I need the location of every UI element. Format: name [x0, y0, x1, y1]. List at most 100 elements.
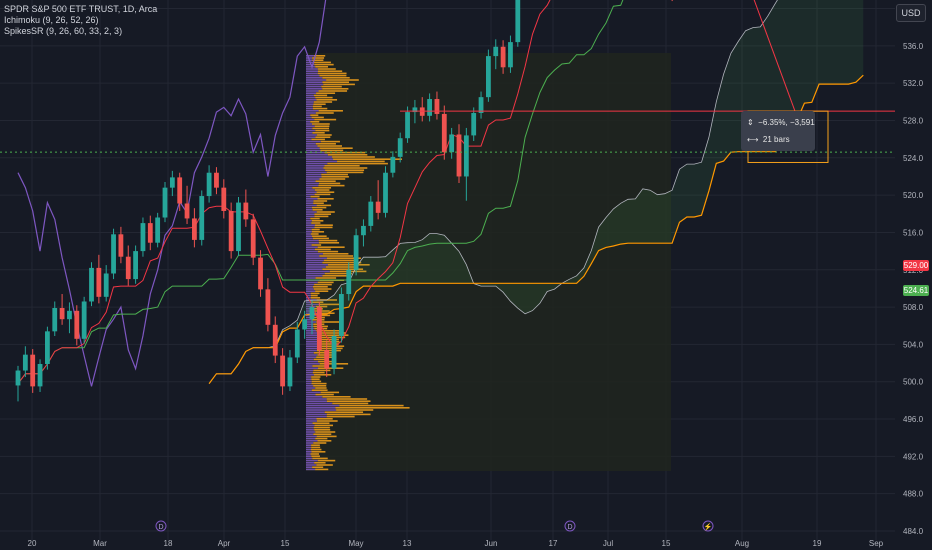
candle-body: [486, 56, 491, 98]
profile-bar-up: [306, 213, 315, 215]
x-tick-label: Apr: [218, 539, 231, 548]
profile-bar-down: [313, 288, 332, 290]
candle-body: [59, 308, 65, 320]
profile-bar-down: [318, 303, 343, 306]
projection-line: [753, 0, 796, 112]
profile-bar-up: [306, 116, 312, 119]
profile-bar-up: [306, 231, 312, 233]
profile-bar-up: [306, 283, 315, 286]
profile-bar-up: [306, 380, 312, 383]
profile-bar-up: [306, 55, 314, 57]
spikessr-indicator-label[interactable]: SpikesSR (9, 26, 60, 33, 2, 3): [4, 26, 123, 36]
profile-bar-up: [306, 246, 318, 248]
profile-bar-down: [312, 127, 330, 130]
profile-bar-up: [306, 356, 317, 358]
ichimoku-indicator-label[interactable]: Ichimoku (9, 26, 52, 26): [4, 15, 99, 25]
profile-bar-down: [315, 393, 334, 396]
candle-body: [375, 201, 381, 213]
profile-bar-up: [306, 327, 315, 330]
profile-bar-down: [312, 132, 325, 134]
profile-bar-down: [324, 411, 364, 413]
candle-body: [184, 203, 190, 219]
profile-bar-down: [314, 429, 331, 431]
profile-bar-up: [306, 424, 315, 427]
profile-bar-down: [312, 59, 324, 61]
candle-body: [449, 134, 455, 153]
profile-bar-up: [306, 323, 314, 325]
profile-bar-up: [306, 418, 317, 420]
profile-bar-down: [319, 147, 353, 149]
profile-bar-down: [313, 202, 324, 204]
profile-bar-up: [306, 74, 320, 77]
event-marker: [155, 520, 167, 532]
profile-bar-down: [315, 431, 336, 433]
profile-bar-up: [306, 222, 312, 224]
profile-bar-up: [306, 415, 327, 418]
profile-bar-down: [317, 145, 342, 147]
profile-bar-up: [306, 79, 327, 81]
profile-bar-down: [317, 312, 335, 314]
profile-bar-up: [306, 389, 312, 391]
y-tick-label: 492.0: [903, 452, 924, 461]
candle-body: [302, 319, 308, 330]
profile-bar-down: [310, 233, 319, 235]
profile-bar-up: [306, 160, 338, 163]
candle-body: [508, 42, 513, 68]
profile-bar-down: [311, 378, 320, 380]
profile-bar-up: [306, 94, 314, 97]
profile-bar-up: [306, 191, 317, 193]
profile-bar-down: [310, 292, 320, 295]
profile-bar-up: [306, 462, 315, 464]
x-tick-label: 17: [549, 539, 558, 548]
profile-bar-down: [312, 466, 324, 468]
profile-bar-up: [306, 288, 314, 290]
profile-bar-down: [322, 396, 351, 398]
profile-bar-up: [306, 459, 318, 462]
profile-bar-down: [320, 391, 340, 394]
profile-bar-down: [321, 85, 342, 88]
profile-bar-down: [313, 101, 333, 103]
profile-bar-up: [306, 305, 316, 308]
profile-bar-down: [311, 123, 330, 125]
profile-bar-down: [311, 451, 326, 453]
profile-bar-up: [306, 404, 340, 407]
candle-body: [22, 354, 28, 371]
profile-bar-down: [313, 374, 332, 376]
profile-bar-down: [332, 156, 375, 158]
profile-bar-up: [306, 286, 313, 288]
candle-body: [140, 223, 146, 252]
profile-bar-up: [306, 156, 333, 158]
candle-body: [405, 112, 410, 139]
profile-bar-down: [319, 178, 346, 180]
profile-bar-up: [306, 352, 314, 354]
profile-bar-down: [313, 94, 328, 97]
profile-bar-up: [306, 147, 320, 149]
profile-bar-up: [306, 200, 314, 202]
currency-button[interactable]: USD: [896, 4, 926, 22]
profile-bar-up: [306, 101, 314, 103]
profile-bar-down: [317, 246, 345, 248]
profile-bar-up: [306, 400, 327, 402]
profile-bar-down: [311, 222, 321, 224]
candle-body: [390, 156, 396, 173]
candle-body: [331, 336, 337, 369]
profile-bar-up: [306, 211, 317, 213]
symbol-title[interactable]: SPDR S&P 500 ETF TRUST, 1D, Arca: [4, 4, 158, 14]
profile-bar-down: [324, 165, 360, 167]
profile-bar-up: [306, 365, 313, 367]
profile-bar-up: [306, 171, 327, 174]
profile-bar-up: [306, 257, 327, 259]
profile-bar-down: [310, 294, 318, 297]
profile-bar-down: [326, 171, 364, 174]
profile-bar-up: [306, 85, 322, 88]
profile-bar-up: [306, 435, 317, 438]
x-tick-label: 19: [813, 539, 822, 548]
profile-bar-down: [310, 453, 320, 455]
profile-bar-down: [318, 242, 340, 244]
profile-bar-up: [306, 66, 316, 68]
profile-bar-down: [316, 420, 338, 422]
profile-bar-down: [314, 193, 331, 196]
profile-bar-up: [306, 371, 313, 374]
profile-bar-up: [306, 411, 325, 413]
